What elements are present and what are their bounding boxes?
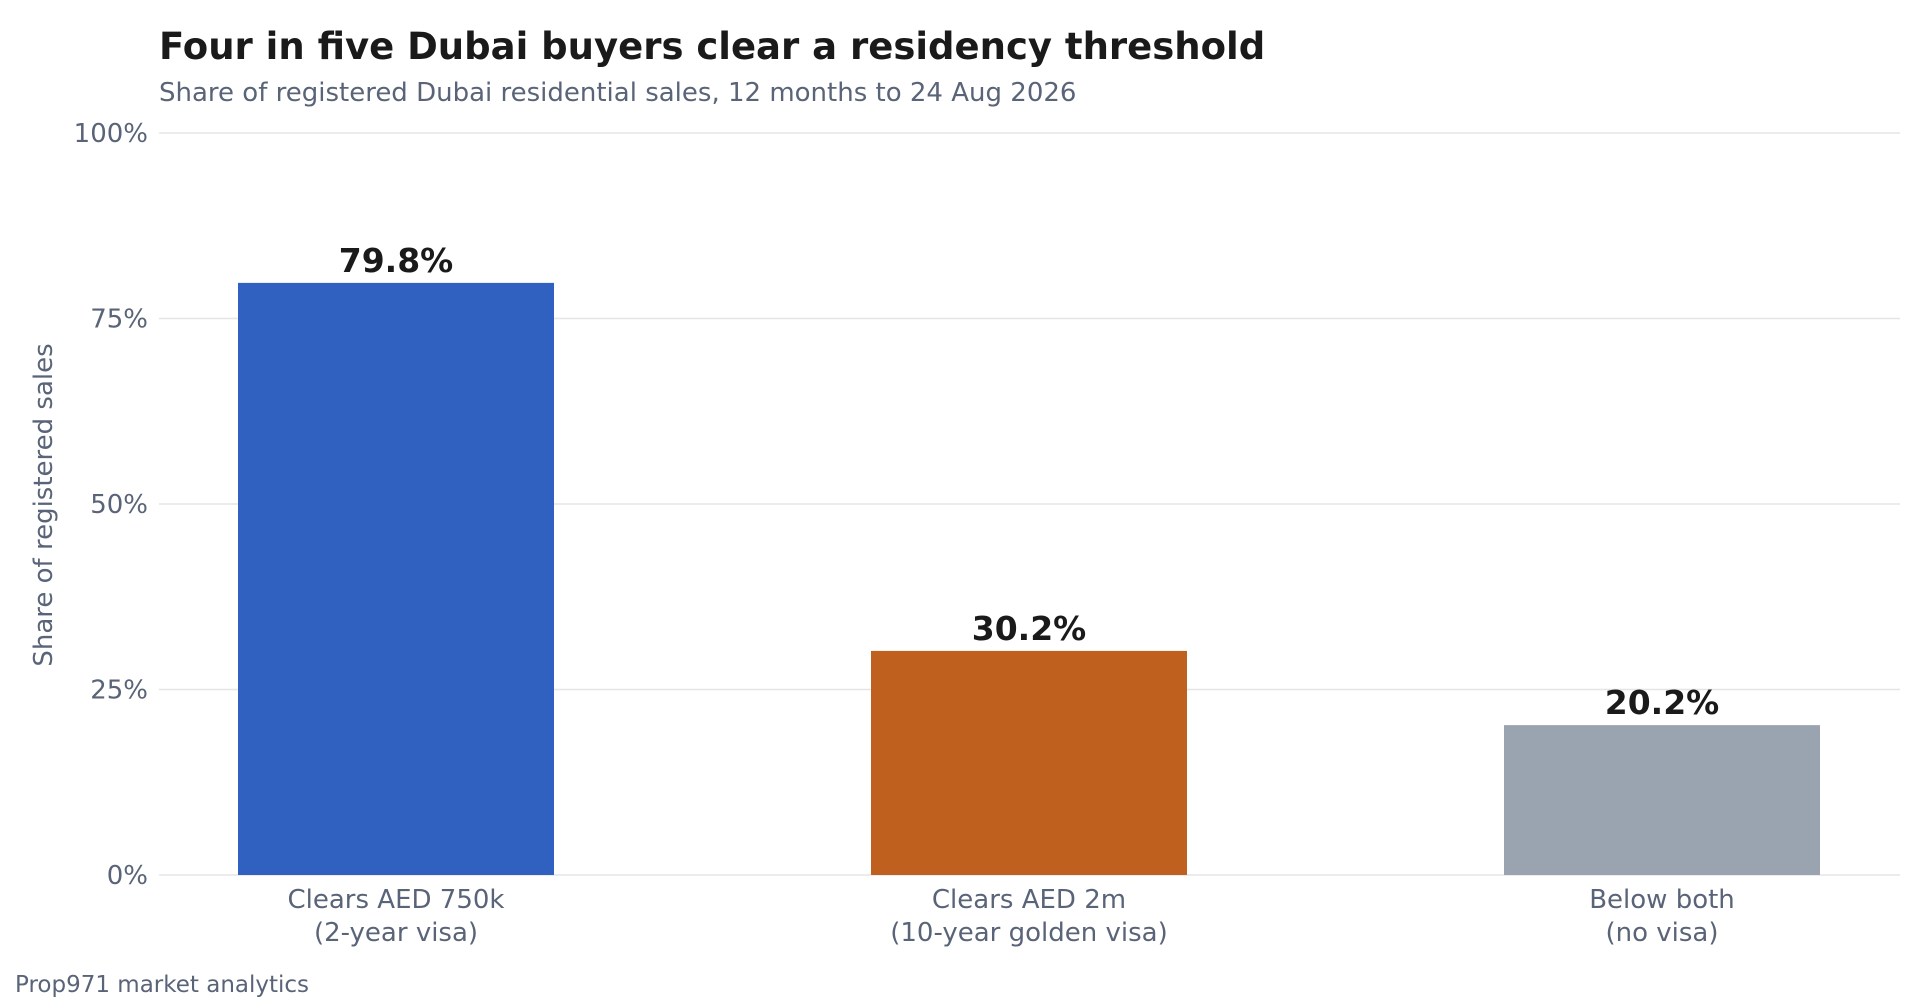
x-tick-label: (no visa) (1605, 918, 1718, 948)
data-label: 79.8% (339, 241, 454, 280)
x-axis-ticks: Clears AED 750k(2-year visa) Clears AED 2… (288, 885, 1735, 948)
x-tick-label: Clears AED 750k (288, 885, 505, 915)
y-axis-label: Share of registered sales (29, 343, 59, 666)
x-tick-label: (10-year golden visa) (890, 918, 1168, 948)
y-tick-label: 100% (74, 119, 148, 149)
data-label: 20.2% (1605, 683, 1720, 722)
x-tick-label: (2-year visa) (314, 918, 478, 948)
data-label: 30.2% (972, 609, 1087, 648)
bar (871, 650, 1187, 875)
x-tick-label: Below both (1589, 885, 1735, 915)
chart-title: Four in five Dubai buyers clear a reside… (159, 25, 1266, 68)
value-labels: 79.8% 30.2% 20.2% (339, 241, 1720, 722)
y-tick-label: 50% (90, 490, 148, 520)
y-tick-label: 0% (107, 861, 148, 891)
bar (238, 282, 554, 875)
y-tick-label: 25% (90, 676, 148, 706)
source-footnote: Prop971 market analytics (15, 972, 310, 998)
y-tick-label: 75% (90, 305, 148, 335)
chart-subtitle: Share of registered Dubai residential sa… (159, 78, 1077, 108)
y-axis-ticks: 0% 25% 50% 75% 100% (74, 119, 148, 891)
x-tick-label: Clears AED 2m (932, 885, 1126, 915)
bars (238, 282, 1820, 875)
bar (1504, 725, 1820, 875)
